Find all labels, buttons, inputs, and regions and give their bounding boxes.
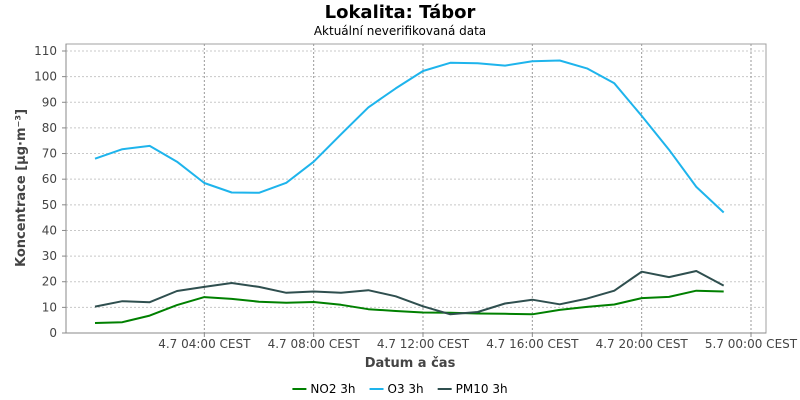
plot-area bbox=[65, 43, 767, 334]
y-tick-label: 20 bbox=[42, 275, 57, 289]
chart-subtitle: Aktuální neverifikovaná data bbox=[314, 24, 486, 38]
legend-item: NO2 3h bbox=[292, 382, 356, 396]
legend-label: O3 3h bbox=[388, 382, 424, 396]
x-tick-label: 4.7 16:00 CEST bbox=[486, 337, 579, 351]
y-axis-label: Koncentrace [µg·m⁻³] bbox=[14, 109, 29, 267]
x-axis-label: Datum a čas bbox=[365, 356, 456, 371]
axes bbox=[65, 44, 766, 334]
series-line-no2-3h bbox=[94, 289, 724, 324]
y-tick-label: 80 bbox=[42, 121, 57, 135]
x-tick-label: 4.7 20:00 CEST bbox=[596, 337, 689, 351]
y-tick-label: 0 bbox=[49, 326, 57, 340]
series-line-o3-3h bbox=[94, 59, 725, 214]
legend-label: NO2 3h bbox=[310, 382, 355, 396]
legend-item: PM10 3h bbox=[437, 382, 508, 396]
y-tick-label: 110 bbox=[34, 44, 57, 58]
chart-title: Lokalita: Tábor bbox=[325, 2, 476, 23]
y-tick-label: 70 bbox=[42, 147, 57, 161]
tick-labels: 0 10 20 30 40 50 60 70 80 90 100 110 4.7 04:00 CEST 4… bbox=[34, 44, 798, 351]
series-line-pm10-3h bbox=[94, 270, 725, 316]
x-tick-label: 4.7 12:00 CEST bbox=[377, 337, 470, 351]
x-tick-label: 4.7 04:00 CEST bbox=[158, 337, 251, 351]
y-tick-label: 60 bbox=[42, 172, 57, 186]
legend: NO2 3h O3 3h PM10 3h bbox=[292, 382, 508, 396]
y-tick-label: 30 bbox=[42, 249, 57, 263]
series bbox=[94, 59, 725, 324]
y-tick-label: 40 bbox=[42, 223, 57, 237]
y-tick-label: 90 bbox=[42, 95, 57, 109]
legend-label: PM10 3h bbox=[456, 382, 508, 396]
y-tick-label: 10 bbox=[42, 300, 57, 314]
grid bbox=[66, 44, 766, 333]
y-tick-label: 100 bbox=[34, 70, 57, 84]
y-tick-label: 50 bbox=[42, 198, 57, 212]
x-tick-label: 5.7 00:00 CEST bbox=[705, 337, 798, 351]
x-tick-label: 4.7 08:00 CEST bbox=[268, 337, 361, 351]
legend-item: O3 3h bbox=[369, 382, 424, 396]
